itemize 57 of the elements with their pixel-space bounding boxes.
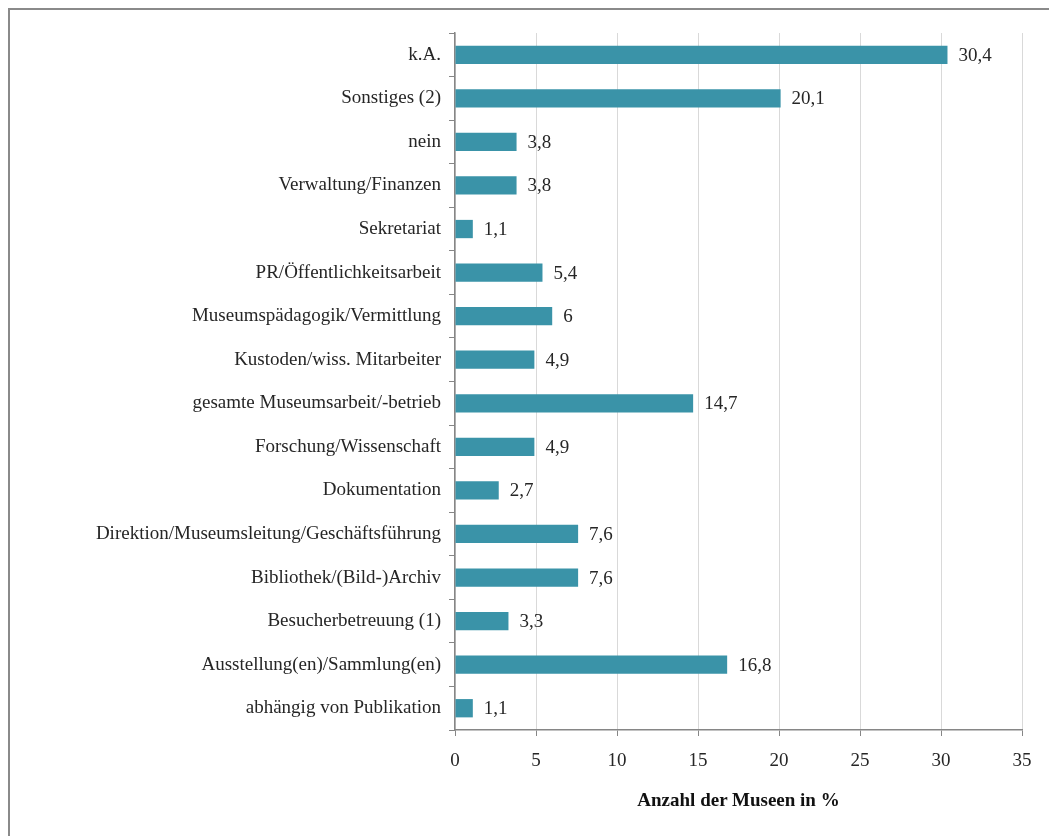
y-tick-label: Verwaltung/Finanzen: [278, 173, 442, 195]
x-axis-title: Anzahl der Museen in %: [637, 788, 840, 810]
data-label: 5,4: [553, 261, 578, 283]
bar: [455, 89, 781, 108]
data-label: 20,1: [791, 87, 825, 109]
data-label: 2,7: [509, 479, 534, 501]
y-tick-label: Dokumentation: [322, 478, 442, 500]
bar: [455, 176, 517, 195]
x-tick-label: 30: [931, 749, 951, 771]
y-tick-label: nein: [408, 129, 442, 151]
x-tick-label: 35: [1012, 749, 1032, 771]
data-label: 3,8: [527, 174, 552, 196]
y-tick-label: gesamte Museumsarbeit/-betrieb: [192, 391, 441, 413]
y-tick-label: Ausstellung(en)/Sammlung(en): [201, 652, 441, 675]
bar: [455, 699, 473, 718]
y-tick-label: Sonstiges (2): [341, 86, 441, 109]
y-tick-label: Museumspädagogik/Vermittlung: [191, 304, 442, 326]
data-label: 1,1: [483, 697, 508, 719]
x-tick-label: 25: [850, 749, 870, 771]
x-tick-label: 10: [607, 749, 627, 771]
bar: [455, 132, 517, 152]
bar: [455, 481, 499, 500]
data-label: 16,8: [738, 653, 772, 675]
y-tick-label: Forschung/Wissenschaft: [254, 434, 442, 456]
data-label: 7,6: [589, 522, 613, 544]
data-label: 30,4: [958, 43, 993, 65]
data-label: 4,9: [545, 348, 570, 370]
bar: [455, 437, 535, 456]
x-tick-label: 15: [688, 749, 708, 771]
bar: [455, 655, 728, 674]
y-tick-label: Direktion/Museumsleitung/Geschäftsführung: [95, 521, 442, 543]
y-tick-label: k.A.: [408, 42, 441, 64]
bar: [455, 219, 473, 239]
bar: [455, 394, 694, 413]
y-tick-label: abhängig von Publikation: [245, 696, 442, 718]
y-tick-label: Bibliothek/(Bild-)Archiv: [251, 565, 442, 588]
data-label: 14,7: [704, 392, 738, 414]
bar: [455, 611, 509, 631]
data-label: 7,6: [589, 566, 613, 588]
y-tick-label: Kustoden/wiss. Mitarbeiter: [234, 347, 442, 369]
data-label: 6: [563, 305, 573, 327]
bar: [455, 568, 579, 587]
data-label: 4,9: [545, 435, 570, 457]
bar: [455, 45, 948, 64]
y-tick-label: Sekretariat: [358, 217, 442, 239]
x-tick-label: 0: [450, 749, 460, 771]
bar: [455, 524, 579, 544]
bar: [455, 263, 543, 282]
y-tick-label: Besucherbetreuung (1): [267, 609, 441, 632]
data-label: 1,1: [483, 218, 508, 240]
y-tick-label: PR/Öffentlichkeitsarbeit: [255, 260, 442, 282]
x-tick-label: 5: [531, 749, 541, 771]
data-label: 3,8: [527, 130, 552, 152]
bar: [455, 307, 553, 326]
bar: [455, 350, 535, 369]
x-tick-label: 20: [769, 749, 789, 771]
data-label: 3,3: [519, 610, 544, 632]
